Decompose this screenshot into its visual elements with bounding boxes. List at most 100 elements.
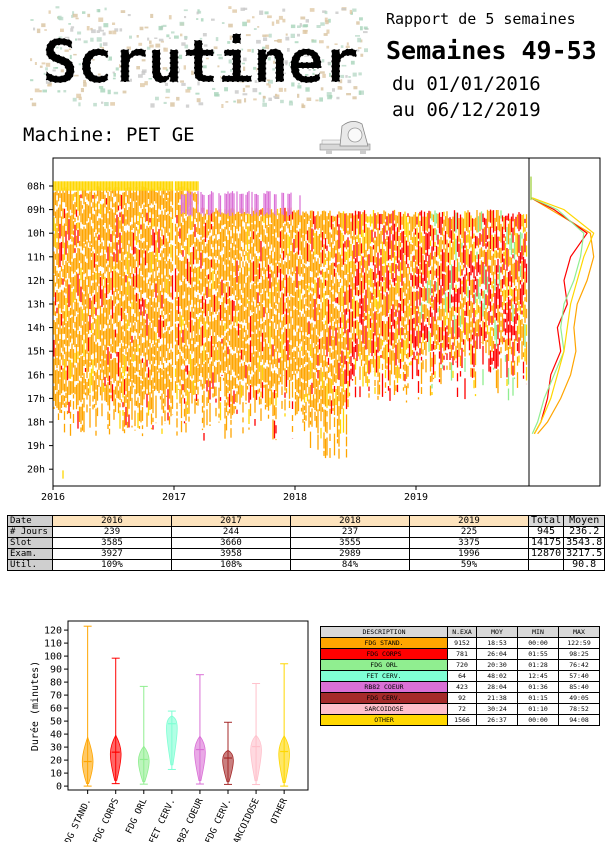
- exam-count: 72: [447, 703, 477, 715]
- logo-texture: [99, 43, 102, 48]
- logo-texture: [205, 57, 209, 60]
- logo-texture: [199, 37, 203, 41]
- logo-texture: [177, 54, 183, 60]
- table-cell: 236.2: [563, 526, 606, 538]
- logo-texture: [243, 66, 246, 71]
- logo-texture: [147, 37, 150, 41]
- logo-texture: [265, 34, 269, 37]
- logo-texture: [216, 54, 222, 56]
- logo-texture: [240, 7, 245, 11]
- exam-count: 720: [447, 659, 477, 671]
- violin-y-axis-label: Durée (minutes): [29, 661, 41, 751]
- logo-texture: [58, 15, 62, 20]
- logo-texture: [326, 45, 330, 49]
- logo-texture: [280, 77, 284, 80]
- violin-y-tick-label: 80: [50, 678, 62, 689]
- logo-texture: [265, 44, 270, 50]
- logo-texture: [352, 72, 357, 77]
- table-row: FET CERV. 64 48:02 12:45 57:40: [320, 670, 600, 682]
- y-tick-label: 18h: [27, 418, 45, 429]
- y-tick-label: 10h: [27, 229, 45, 240]
- logo-texture: [276, 57, 281, 62]
- row-label: # Jours: [7, 526, 53, 538]
- violin-y-tick-label: 60: [50, 704, 62, 715]
- logo-texture: [302, 24, 308, 28]
- logo-texture: [164, 82, 168, 86]
- logo-texture: [338, 79, 343, 84]
- logo-texture: [138, 74, 143, 78]
- logo-texture: [78, 96, 82, 100]
- utilisation-profile-line: [532, 197, 595, 435]
- logo-texture: [191, 50, 196, 54]
- logo-texture: [30, 79, 34, 82]
- logo-texture: [78, 102, 81, 107]
- logo-texture: [287, 48, 290, 52]
- logo-texture: [340, 45, 344, 48]
- logo-texture: [196, 18, 199, 20]
- x-tick-label: 2016: [41, 492, 65, 503]
- logo-texture: [123, 72, 126, 77]
- logo-texture: [107, 56, 112, 61]
- exam-description: RB82 COEUR: [320, 681, 448, 693]
- logo-texture: [209, 52, 214, 54]
- logo-texture: [180, 80, 184, 83]
- logo-texture: [330, 74, 334, 79]
- logo-texture: [144, 81, 148, 86]
- logo-texture: [183, 9, 188, 12]
- exam-mean: 26:37: [476, 714, 518, 726]
- logo-texture: [301, 104, 306, 109]
- logo-texture: [243, 57, 247, 62]
- violin-body: [166, 715, 178, 766]
- y-tick-label: 20h: [27, 465, 45, 476]
- logo-texture: [45, 67, 48, 71]
- logo-texture: [184, 44, 189, 49]
- y-tick-label: 17h: [27, 394, 45, 405]
- logo-texture: [359, 39, 363, 43]
- logo-texture: [141, 59, 146, 62]
- y-tick-label: 15h: [27, 347, 45, 358]
- logo-texture: [86, 26, 90, 31]
- logo-texture: [246, 19, 251, 23]
- logo-texture: [239, 71, 242, 76]
- logo-texture: [279, 54, 284, 58]
- logo-texture: [75, 38, 78, 41]
- violin-x-tick-label: FET CERV.: [148, 797, 178, 842]
- logo-texture: [355, 35, 360, 37]
- logo-texture: [295, 70, 300, 75]
- logo-texture: [266, 79, 270, 82]
- logo-texture: [52, 41, 56, 45]
- table-cell: 3958: [171, 548, 291, 560]
- logo-texture: [39, 65, 43, 68]
- mean-header: Moyen: [563, 515, 606, 527]
- logo-texture: [263, 37, 268, 41]
- exam-max: 122:59: [558, 637, 600, 649]
- logo-texture: [320, 87, 324, 91]
- logo-texture: [163, 101, 167, 104]
- logo-texture: [112, 77, 116, 80]
- logo-texture: [57, 90, 61, 93]
- logo-texture: [96, 37, 102, 42]
- logo-texture: [64, 49, 69, 52]
- logo-texture: [306, 48, 312, 53]
- logo-texture: [360, 53, 364, 57]
- logo-texture: [348, 76, 351, 78]
- violin-body: [81, 735, 94, 785]
- logo-texture: [60, 69, 64, 73]
- logo-texture: [322, 10, 327, 13]
- logo-texture: [324, 11, 328, 15]
- exam-mean: 18:53: [476, 637, 518, 649]
- logo-texture: [262, 67, 265, 70]
- logo-texture: [268, 84, 271, 88]
- logo-texture: [218, 56, 223, 60]
- logo-texture: [337, 86, 342, 90]
- logo-texture: [112, 22, 116, 25]
- exam-duration-table: DESCRIPTION N.EXA MOY MIN MAX FDG STAND.…: [320, 626, 600, 726]
- logo-texture: [275, 59, 279, 64]
- logo-texture: [128, 78, 132, 82]
- logo-texture: [228, 6, 232, 9]
- duration-violin-chart: Durée (minutes) 0 10 20 30 40 50 60 70 80 90 100 11…: [29, 620, 309, 842]
- table-cell: 1996: [409, 548, 529, 560]
- logo-texture: [256, 39, 261, 44]
- logo-texture: [352, 96, 357, 100]
- logo-texture: [90, 27, 93, 31]
